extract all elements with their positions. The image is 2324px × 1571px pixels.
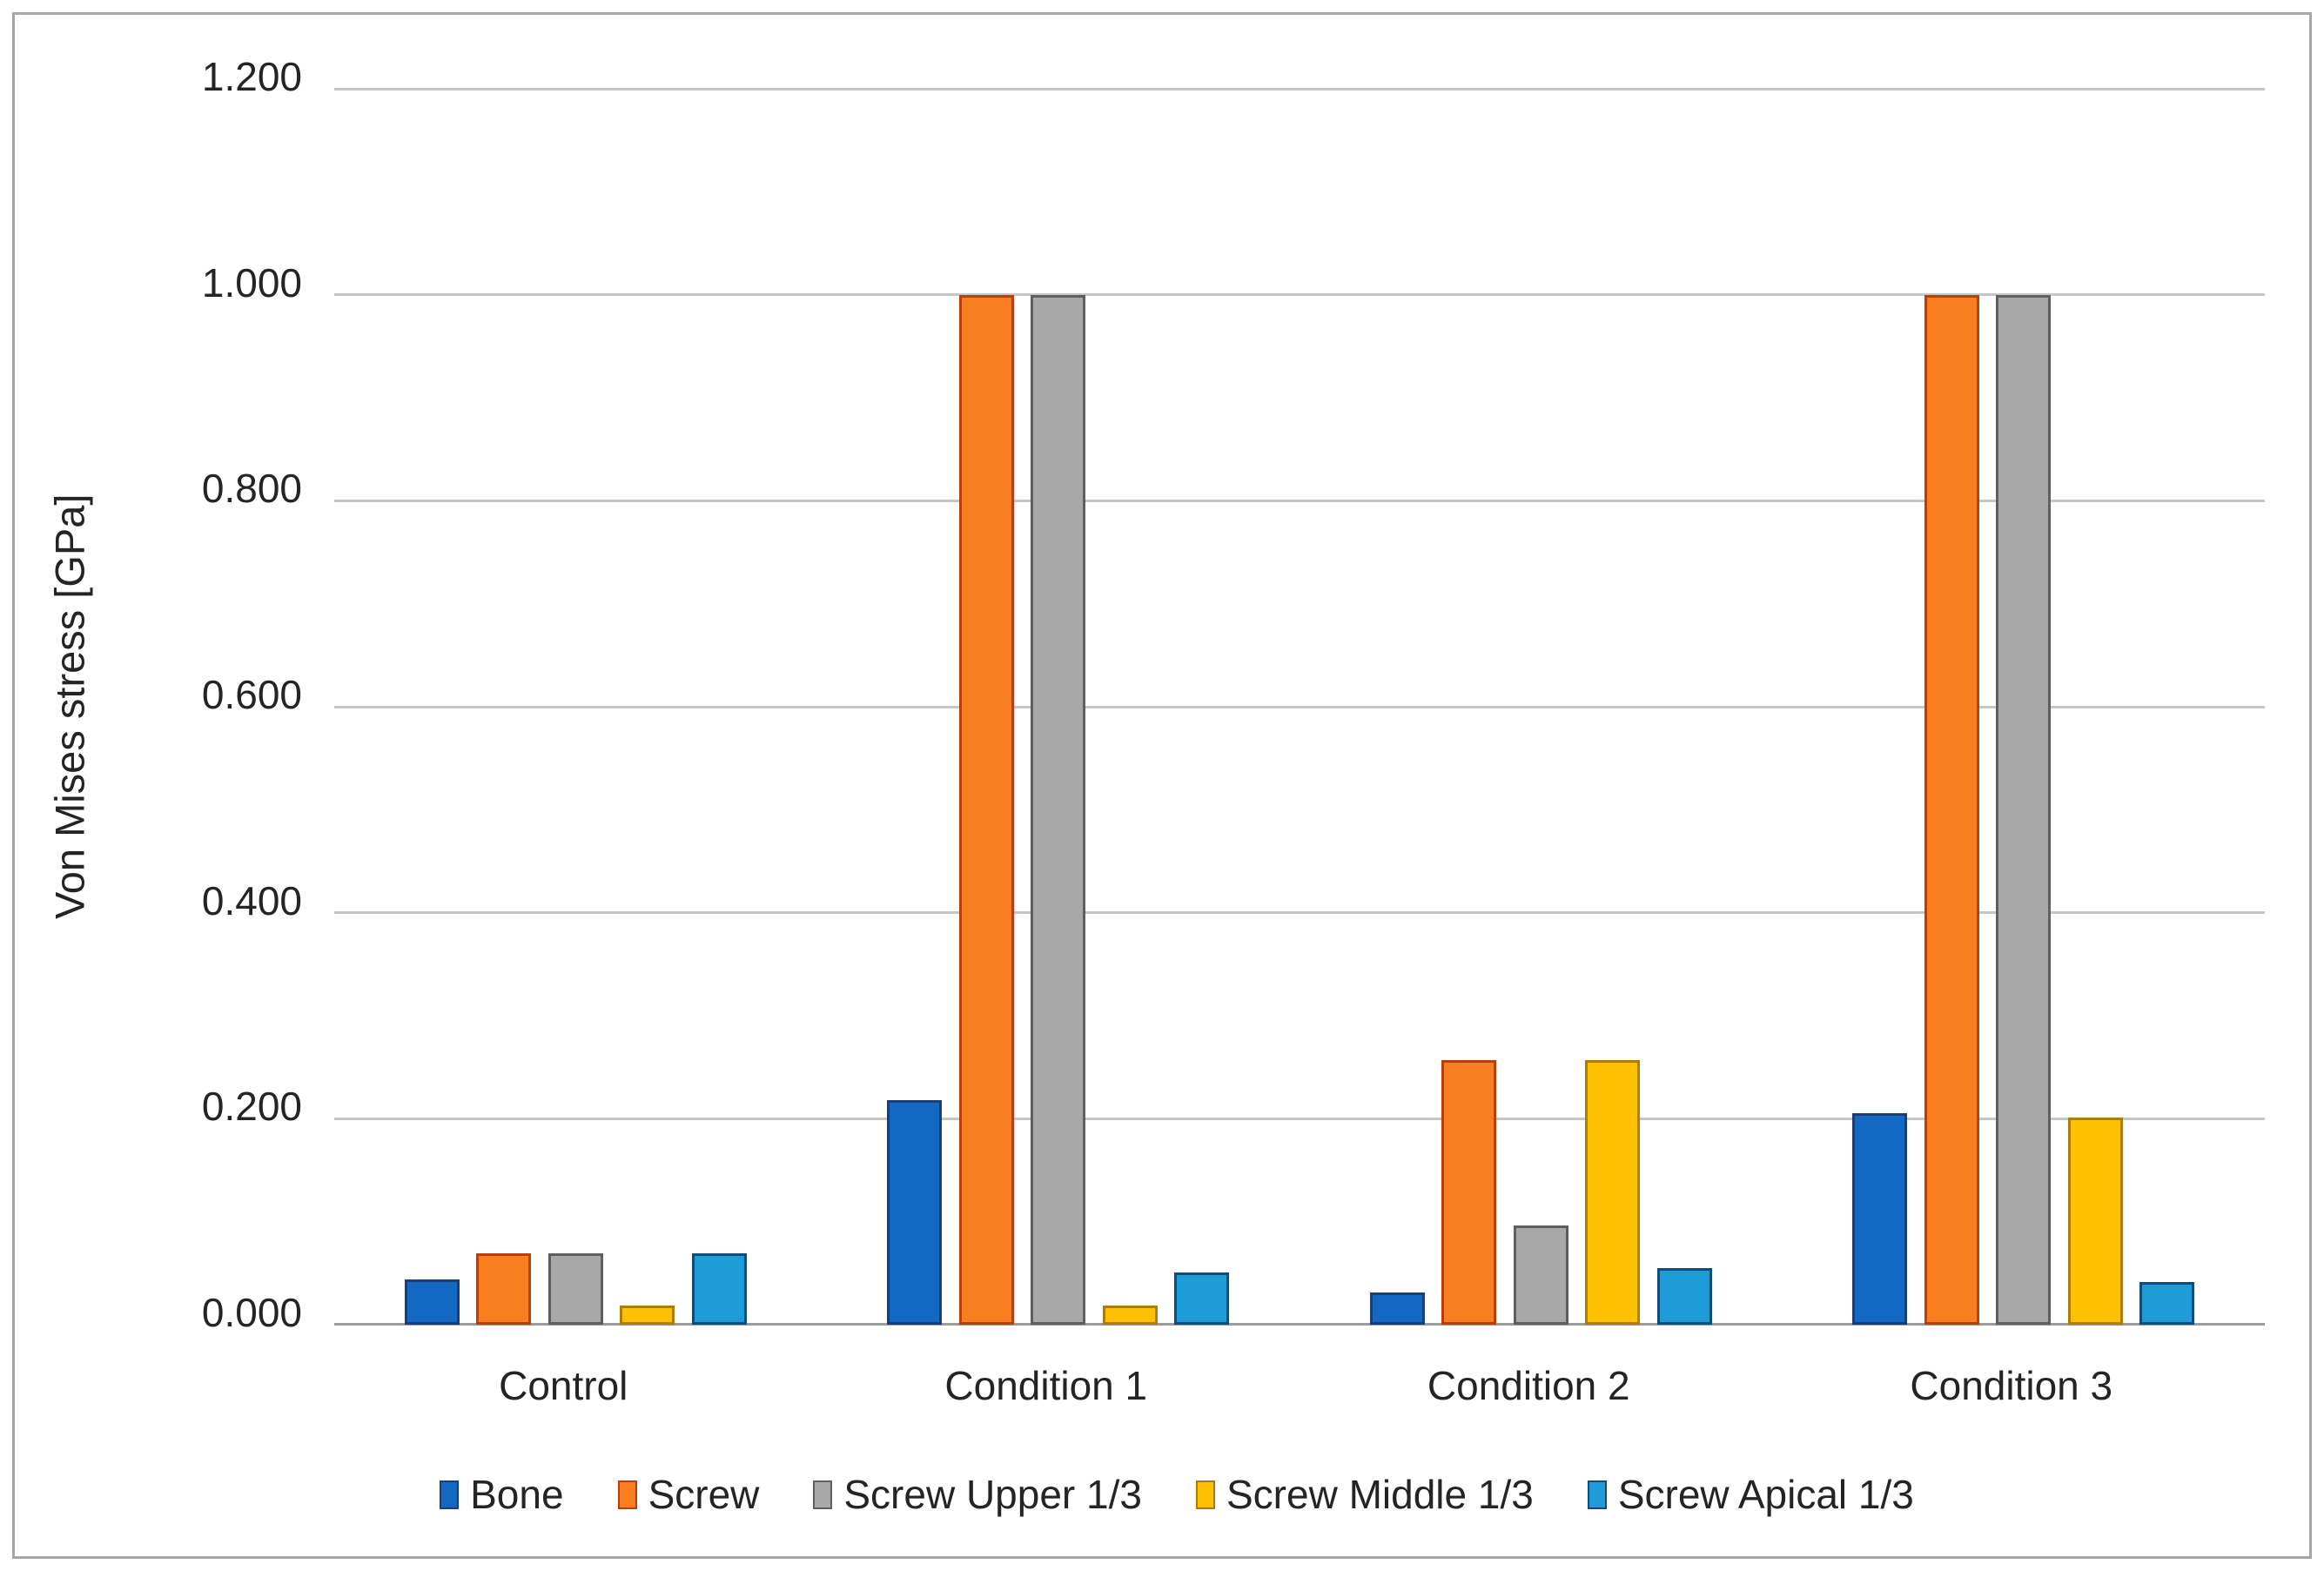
legend-item-screw-upper-1-3: Screw Upper 1/3 [813,1471,1142,1518]
y-tick-label-0.200: 0.200 [201,1084,302,1130]
bar-screw-upper-1-3-control [547,1253,603,1325]
legend-swatch-screw [617,1480,637,1509]
y-tick-label-0.600: 0.600 [201,672,302,717]
legend: Bone Screw Screw Upper 1/3 Screw Middle 1/3… [15,1455,2324,1534]
bar-screw-middle-1-3-condition-1 [1102,1305,1158,1325]
x-category-label-condition-2: Condition 2 [1427,1363,1630,1408]
legend-label-screw: Screw [648,1472,760,1517]
bar-screw-middle-1-3-control [620,1305,675,1325]
bar-screw-middle-1-3-condition-3 [2067,1118,2123,1325]
bar-bone-condition-1 [887,1100,943,1325]
legend-item-screw-middle-1-3: Screw Middle 1/3 [1195,1471,1534,1518]
bar-screw-apical-1-3-condition-2 [1656,1267,1712,1325]
x-category-label-condition-3: Condition 3 [1910,1363,2113,1408]
bar-screw-upper-1-3-condition-3 [1996,294,2052,1325]
chart-frame: Von Mises stress [GPa] 0.000 0.200 0.400 0.… [12,12,2312,1559]
bar-screw-apical-1-3-control [691,1253,747,1325]
bar-screw-apical-1-3-condition-1 [1174,1272,1230,1325]
bar-screw-control [476,1253,532,1325]
bar-screw-apical-1-3-condition-3 [2139,1282,2195,1325]
legend-swatch-screw-apical-1-3 [1587,1480,1607,1509]
bar-screw-middle-1-3-condition-2 [1585,1059,1641,1325]
bar-screw-condition-2 [1441,1059,1497,1325]
x-category-label-control: Control [499,1363,628,1408]
gridline-1.000 [334,293,2265,297]
legend-swatch-bone [440,1480,460,1509]
bar-screw-condition-1 [958,294,1014,1325]
y-tick-label-0.800: 0.800 [201,466,302,512]
y-tick-label-0.000: 0.000 [201,1290,302,1335]
legend-item-screw: Screw [617,1471,760,1518]
legend-swatch-screw-middle-1-3 [1195,1480,1215,1509]
legend-item-bone: Bone [440,1471,564,1518]
legend-label-screw-apical-1-3: Screw Apical 1/3 [1617,1472,1914,1517]
gridline-0.200 [334,1117,2265,1120]
bar-screw-upper-1-3-condition-1 [1031,294,1086,1325]
x-axis-line [334,1323,2265,1326]
gridline-1.200 [334,87,2265,91]
gridline-0.600 [334,705,2265,708]
y-tick-label-0.400: 0.400 [201,877,302,923]
x-category-label-condition-1: Condition 1 [944,1363,1148,1408]
legend-item-screw-apical-1-3: Screw Apical 1/3 [1587,1471,1914,1518]
legend-label-screw-upper-1-3: Screw Upper 1/3 [843,1472,1142,1517]
gridline-0.400 [334,911,2265,915]
bar-screw-condition-3 [1924,294,1979,1325]
gridline-0.800 [334,499,2265,502]
y-tick-label-1.200: 1.200 [201,54,302,99]
plot-area [334,87,2265,1326]
legend-label-bone: Bone [470,1472,564,1517]
legend-label-screw-middle-1-3: Screw Middle 1/3 [1226,1472,1534,1517]
y-tick-label-1.000: 1.000 [201,259,302,305]
bar-bone-condition-3 [1852,1113,1908,1325]
legend-swatch-screw-upper-1-3 [813,1480,833,1509]
bar-bone-condition-2 [1369,1292,1425,1325]
bar-bone-control [404,1279,460,1325]
bar-screw-upper-1-3-condition-2 [1513,1225,1568,1325]
